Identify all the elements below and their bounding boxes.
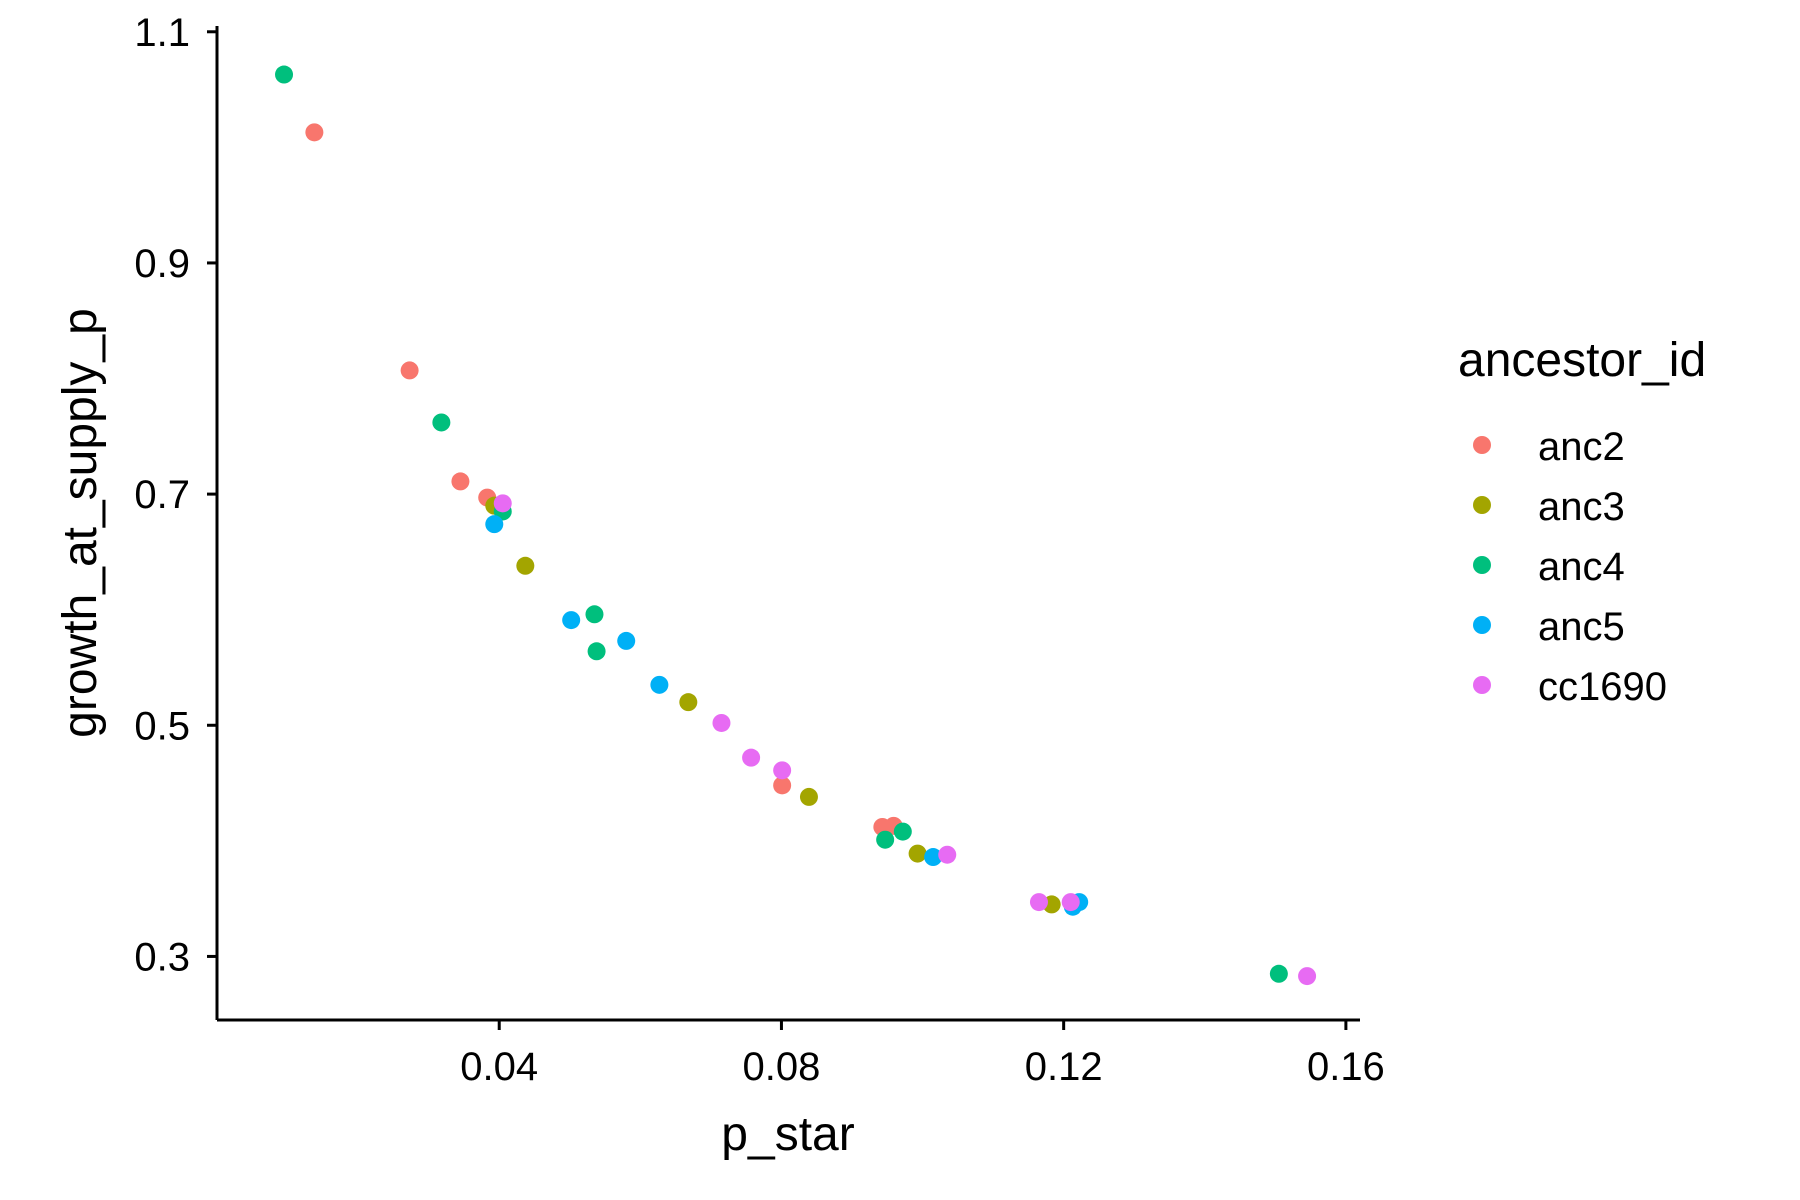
data-point-anc4 <box>893 822 912 841</box>
data-point-anc5 <box>617 631 636 650</box>
legend-key-anc5 <box>1473 616 1491 634</box>
x-tick-label: 0.16 <box>1307 1045 1385 1089</box>
x-tick-label: 0.08 <box>743 1045 821 1089</box>
data-points <box>275 65 1317 986</box>
data-point-anc3 <box>908 844 927 863</box>
y-tick-label: 0.9 <box>134 242 190 286</box>
data-point-anc4 <box>1269 964 1288 983</box>
data-point-anc5 <box>485 515 504 534</box>
data-point-anc3 <box>799 787 818 806</box>
data-point-anc2 <box>451 472 470 491</box>
y-tick-label: 0.5 <box>134 704 190 748</box>
legend-title: ancestor_id <box>1458 334 1706 387</box>
legend-key-anc3 <box>1473 496 1491 514</box>
x-tick-label: 0.12 <box>1025 1045 1103 1089</box>
data-point-anc3 <box>516 556 535 575</box>
data-point-cc1690 <box>773 761 792 780</box>
data-point-cc1690 <box>1029 893 1048 912</box>
data-point-anc2 <box>773 776 792 795</box>
data-point-cc1690 <box>1298 967 1317 986</box>
data-point-anc4 <box>585 605 604 624</box>
legend-key-anc2 <box>1473 436 1491 454</box>
data-point-anc5 <box>562 611 581 630</box>
data-point-anc4 <box>587 642 606 661</box>
legend-label: anc3 <box>1538 485 1625 529</box>
data-point-anc4 <box>275 65 294 84</box>
legend: ancestor_id anc2 anc3 anc4 anc5 cc1690 <box>1458 334 1706 709</box>
data-point-anc4 <box>432 413 451 432</box>
x-axis-ticks: 0.04 0.08 0.12 0.16 <box>460 1020 1385 1089</box>
data-point-cc1690 <box>493 494 512 513</box>
data-point-anc2 <box>400 361 419 380</box>
legend-label: anc2 <box>1538 425 1625 469</box>
data-point-cc1690 <box>712 713 731 732</box>
legend-key-anc4 <box>1473 556 1491 574</box>
data-point-cc1690 <box>938 845 957 864</box>
data-point-cc1690 <box>1061 893 1080 912</box>
x-tick-label: 0.04 <box>460 1045 538 1089</box>
y-axis-ticks: 0.3 0.5 0.7 0.9 1.1 <box>134 11 217 979</box>
data-point-anc3 <box>679 693 698 712</box>
data-point-anc5 <box>650 675 669 694</box>
y-tick-label: 0.7 <box>134 473 190 517</box>
legend-items: anc2 anc3 anc4 anc5 cc1690 <box>1473 425 1667 709</box>
legend-label: cc1690 <box>1538 665 1667 709</box>
data-point-anc5 <box>924 848 943 867</box>
legend-label: anc4 <box>1538 545 1625 589</box>
x-axis-label: p_star <box>721 1108 854 1161</box>
plot-area <box>215 26 1360 1022</box>
data-point-anc2 <box>305 123 324 142</box>
data-point-anc4 <box>876 830 895 849</box>
y-axis-label: growth_at_supply_p <box>54 308 107 738</box>
legend-label: anc5 <box>1538 605 1625 649</box>
y-tick-label: 0.3 <box>134 935 190 979</box>
y-tick-label: 1.1 <box>134 11 190 55</box>
legend-key-cc1690 <box>1473 676 1491 694</box>
data-point-cc1690 <box>742 748 761 767</box>
